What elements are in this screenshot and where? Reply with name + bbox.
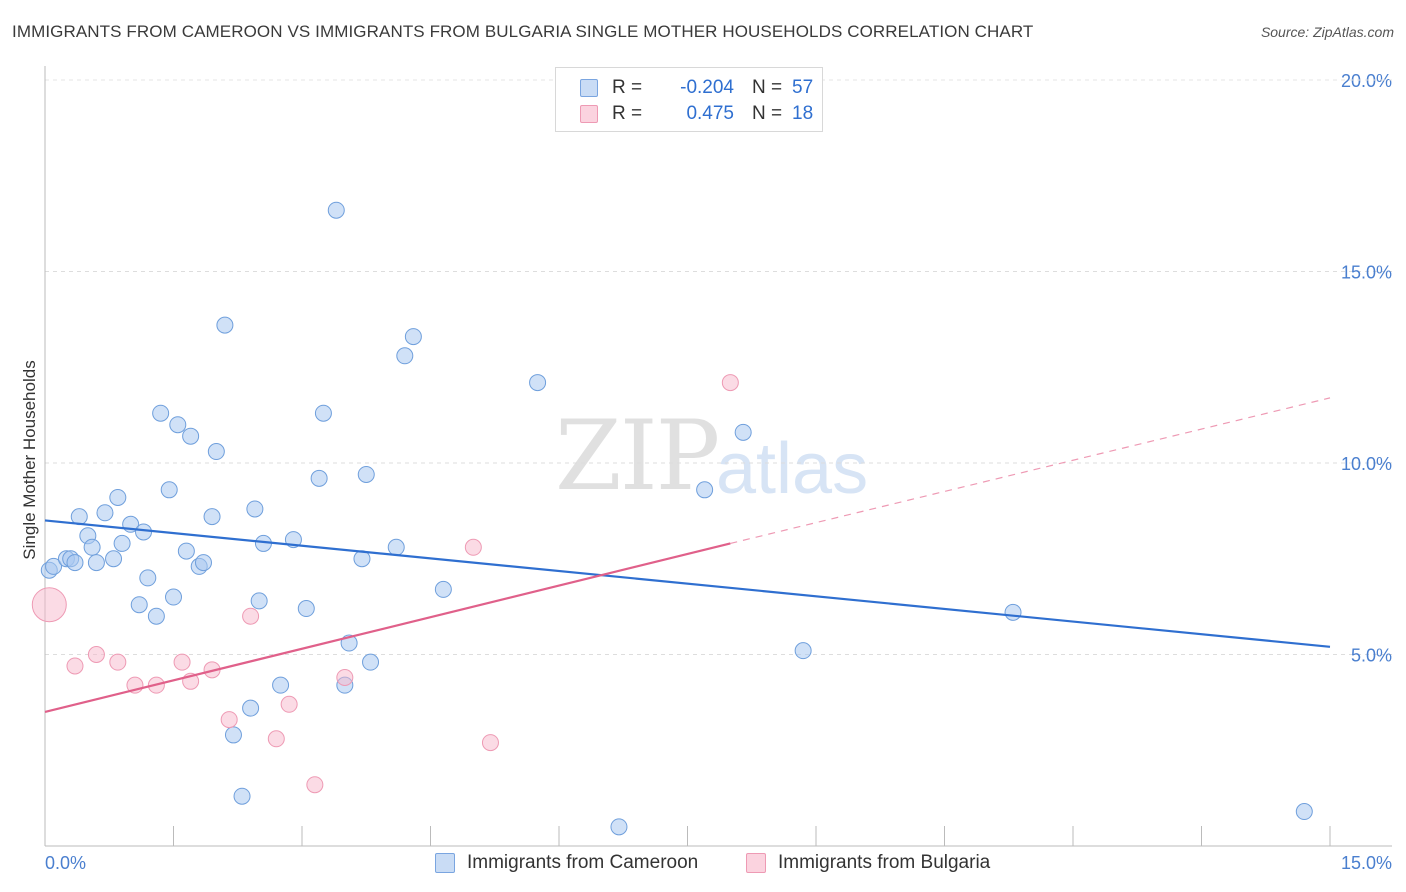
point-cameroon <box>87 554 105 572</box>
point-cameroon <box>434 580 452 598</box>
point-cameroon <box>207 443 225 461</box>
point-cameroon <box>224 726 242 744</box>
series-legend: Immigrants from Cameroon Immigrants from… <box>0 852 1406 878</box>
point-bulgaria <box>242 607 260 625</box>
point-bulgaria <box>280 695 298 713</box>
legend-r-label: R = <box>612 103 643 124</box>
point-bulgaria <box>31 587 67 623</box>
point-bulgaria <box>87 646 105 663</box>
legend-swatch-cameroon <box>580 79 598 97</box>
point-bulgaria <box>336 668 354 686</box>
y-tick-label: 15.0% <box>1341 263 1392 283</box>
point-bulgaria <box>220 711 238 729</box>
legend-label-bulgaria: Immigrants from Bulgaria <box>778 852 991 873</box>
point-cameroon <box>362 653 380 671</box>
point-cameroon <box>45 557 63 575</box>
trend-line-bulgaria-extension <box>730 397 1331 545</box>
point-cameroon <box>83 538 101 556</box>
legend-label-cameroon: Immigrants from Cameroon <box>467 852 699 873</box>
point-cameroon <box>169 416 187 434</box>
point-cameroon <box>250 592 268 610</box>
point-bulgaria <box>66 657 84 675</box>
point-cameroon <box>696 481 714 499</box>
point-bulgaria <box>306 776 324 794</box>
x-tick-label: 15.0% <box>1341 853 1392 873</box>
point-bulgaria <box>464 538 482 556</box>
point-cameroon <box>182 427 200 445</box>
legend-row-cameroon: R = -0.204 N = 57 <box>580 76 813 100</box>
point-cameroon <box>203 508 221 526</box>
legend-r-value: 0.475 <box>686 103 734 124</box>
legend-item-cameroon[interactable]: Immigrants from Cameroon <box>435 852 698 874</box>
point-cameroon <box>165 588 182 606</box>
point-cameroon <box>396 347 414 365</box>
point-cameroon <box>194 554 212 572</box>
point-cameroon <box>109 488 127 506</box>
point-cameroon <box>66 554 84 572</box>
trend-line-bulgaria <box>44 542 731 714</box>
point-cameroon <box>152 404 170 422</box>
legend-swatch-cameroon <box>435 853 455 873</box>
point-bulgaria <box>721 374 739 392</box>
point-cameroon <box>147 607 165 625</box>
point-cameroon <box>233 787 251 805</box>
legend-r-value: -0.204 <box>680 77 734 98</box>
legend-n-value: 57 <box>792 77 814 98</box>
point-cameroon <box>387 538 405 556</box>
watermark-atlas: atlas <box>716 429 869 509</box>
point-cameroon <box>327 201 345 219</box>
point-cameroon <box>404 328 422 346</box>
point-bulgaria <box>109 653 127 671</box>
point-cameroon <box>246 500 264 518</box>
point-cameroon <box>310 469 328 487</box>
point-cameroon <box>314 404 332 422</box>
legend-item-bulgaria[interactable]: Immigrants from Bulgaria <box>746 852 990 874</box>
point-bulgaria <box>173 653 191 671</box>
legend-n-value: 18 <box>792 103 814 124</box>
y-tick-label: 10.0% <box>1341 454 1392 474</box>
point-cameroon <box>177 542 195 560</box>
point-cameroon <box>113 534 131 552</box>
legend-n-label: N = <box>752 103 783 124</box>
point-cameroon <box>357 465 375 483</box>
legend-swatch-bulgaria <box>746 853 766 873</box>
point-cameroon <box>139 569 157 587</box>
legend-r-label: R = <box>612 77 643 98</box>
legend-row-bulgaria: R = 0.475 N = 18 <box>580 102 813 126</box>
point-cameroon <box>1295 803 1313 821</box>
point-cameroon <box>297 600 315 618</box>
y-axis-title: Single Mother Households <box>20 360 39 559</box>
point-cameroon <box>160 481 178 499</box>
x-tick-label: 0.0% <box>45 853 86 873</box>
point-cameroon <box>610 818 628 836</box>
point-cameroon <box>96 504 114 522</box>
trend-line-cameroon <box>44 519 1331 648</box>
point-cameroon <box>135 523 153 541</box>
point-bulgaria <box>267 730 285 748</box>
point-cameroon <box>242 699 260 717</box>
correlation-legend: R = -0.204 N = 57 R = 0.475 N = 18 <box>555 67 823 132</box>
legend-swatch-bulgaria <box>580 105 598 123</box>
point-cameroon <box>529 374 547 392</box>
chart-title: IMMIGRANTS FROM CAMEROON VS IMMIGRANTS F… <box>12 22 1034 41</box>
y-tick-label: 5.0% <box>1351 646 1392 666</box>
y-tick-label: 20.0% <box>1341 71 1392 91</box>
point-cameroon <box>272 676 290 694</box>
point-cameroon <box>105 550 123 568</box>
point-cameroon <box>734 423 752 441</box>
watermark-zip: ZIP <box>555 400 720 512</box>
point-cameroon <box>1004 603 1022 621</box>
point-cameroon <box>794 642 812 660</box>
point-cameroon <box>130 596 148 614</box>
point-bulgaria <box>481 734 499 752</box>
legend-n-label: N = <box>752 77 783 98</box>
point-cameroon <box>216 316 234 334</box>
source-label: Source: ZipAtlas.com <box>1260 24 1394 40</box>
